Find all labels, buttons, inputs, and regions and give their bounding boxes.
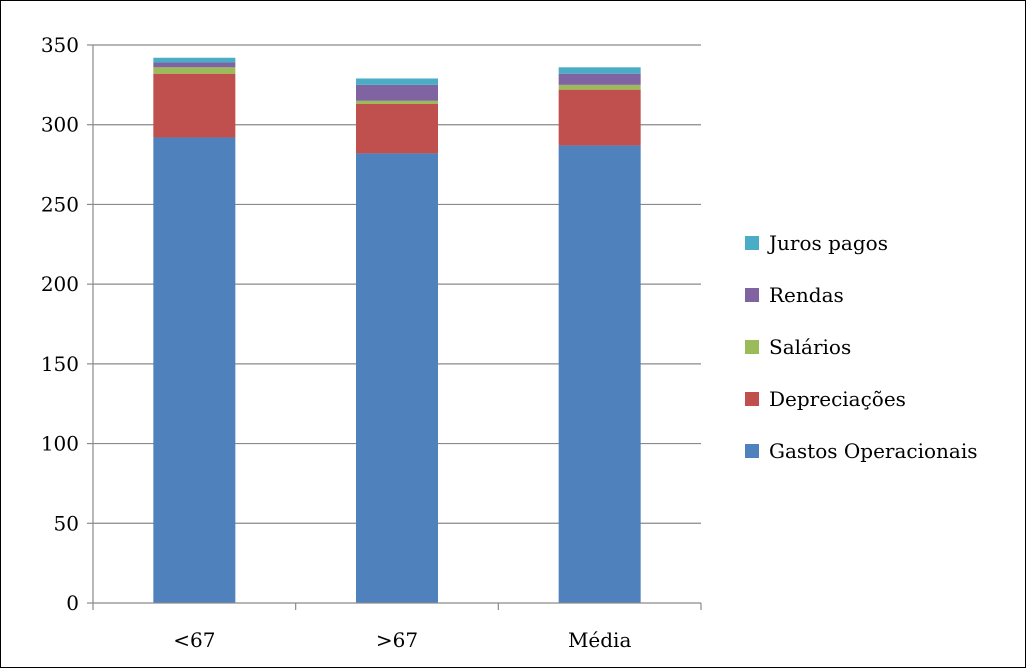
y-tick-label: 250 [41, 192, 79, 216]
legend-label: Salários [769, 335, 851, 359]
legend-label: Depreciações [769, 387, 906, 411]
bar-segment-gastos-operacionais [153, 137, 236, 603]
x-tick-label: <67 [173, 628, 215, 652]
y-tick-label: 50 [54, 511, 79, 535]
legend-label: Juros pagos [767, 231, 888, 255]
bar-segment-deprecia-es [558, 89, 641, 146]
bar-segment-deprecia-es [356, 103, 438, 154]
legend-swatch [745, 288, 759, 302]
bar-segment-juros-pagos [558, 67, 641, 74]
bar-segment-deprecia-es [153, 73, 236, 138]
y-tick-label: 300 [41, 113, 79, 137]
bar-segment-sal-rios [558, 84, 641, 90]
y-tick-label: 150 [41, 352, 79, 376]
legend-swatch [745, 340, 759, 354]
legend-label: Rendas [769, 283, 844, 307]
y-tick-labels: 0 50 100 150 200 250 300 350 [41, 33, 79, 615]
x-tick-label: >67 [376, 628, 418, 652]
bar-segment-gastos-operacionais [558, 145, 641, 603]
bar-segment-rendas [153, 62, 236, 68]
legend-swatch [745, 392, 759, 406]
y-tick-label: 100 [41, 432, 79, 456]
bar-segment-sal-rios [356, 100, 438, 104]
x-tick-labels: <67 >67 Média [173, 628, 631, 652]
bar-segment-rendas [558, 73, 641, 85]
bar-segment-gastos-operacionais [356, 153, 438, 603]
y-tick-label: 350 [41, 33, 79, 57]
bar-segment-juros-pagos [356, 78, 438, 85]
bar-segment-sal-rios [153, 67, 236, 74]
legend-swatch [745, 444, 759, 458]
legend-label: Gastos Operacionais [769, 439, 978, 463]
x-tick-label: Média [568, 628, 632, 652]
axes [87, 44, 702, 610]
bar-segment-rendas [356, 84, 438, 101]
y-tick-label: 0 [66, 591, 79, 615]
y-tick-label: 200 [41, 272, 79, 296]
bar-segment-juros-pagos [153, 57, 236, 63]
legend-swatch [745, 236, 759, 250]
bars [153, 57, 641, 603]
legend: Juros pagos Rendas Salários Depreciações Gas… [745, 231, 978, 463]
